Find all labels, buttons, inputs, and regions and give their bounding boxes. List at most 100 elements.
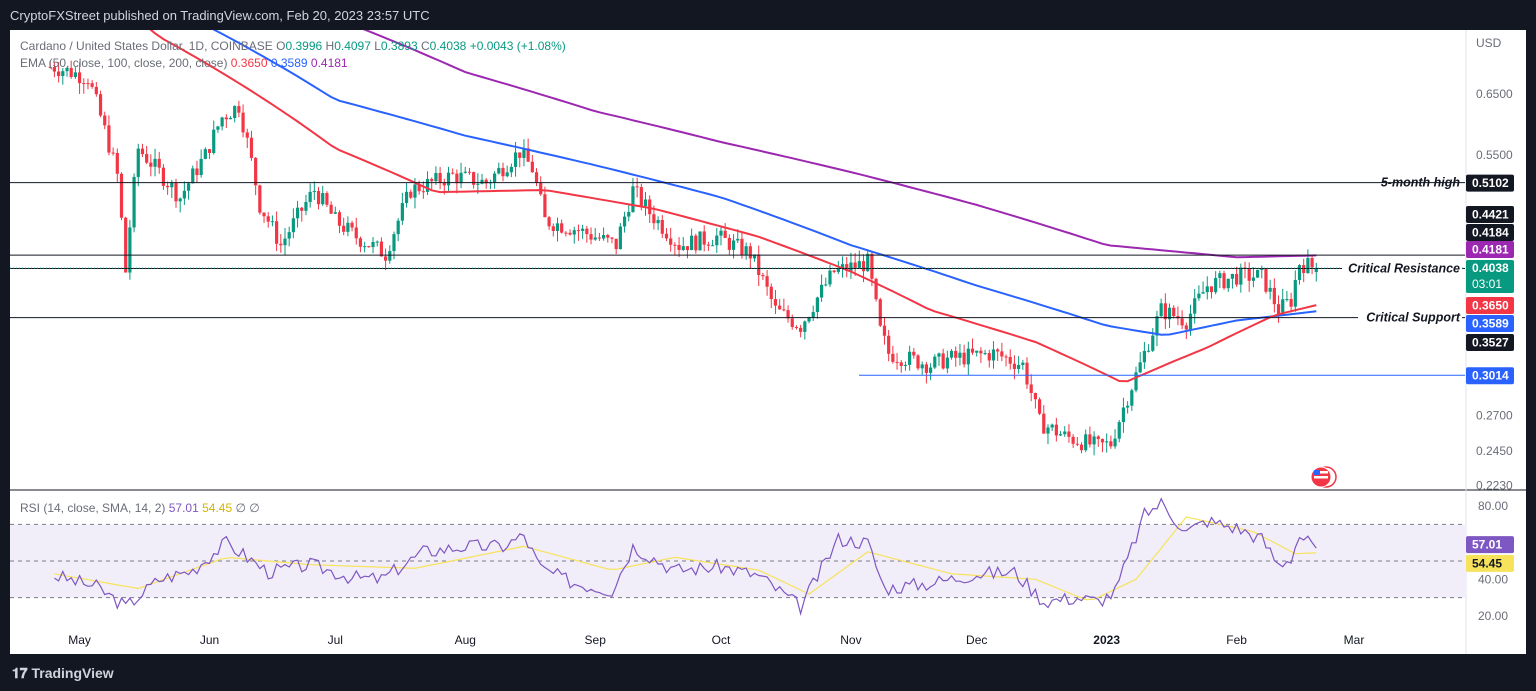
- axis-label-ema50-box: [1466, 297, 1514, 314]
- candle-body: [908, 351, 912, 365]
- candle-body: [1180, 318, 1184, 326]
- candle-body: [300, 207, 304, 211]
- x-tick-label: Oct: [712, 633, 731, 647]
- candle-body: [945, 357, 949, 369]
- candle-body: [1142, 350, 1146, 363]
- candle-body: [446, 172, 451, 186]
- candle-body: [86, 83, 90, 85]
- candle-body: [962, 352, 966, 365]
- candle-body: [1000, 351, 1004, 357]
- rsi-tick-label: 40.00: [1478, 572, 1508, 586]
- axis-label-rsi-sma-box: [1466, 554, 1514, 572]
- candle-body: [518, 152, 522, 158]
- rsi-lines: [54, 497, 1317, 617]
- candle-body: [958, 352, 962, 358]
- candle-body: [392, 234, 396, 252]
- candle-body: [1285, 299, 1289, 301]
- candle-body: [748, 246, 752, 259]
- candle-body: [1079, 444, 1084, 451]
- candle-body: [1214, 278, 1218, 293]
- candle-body: [916, 355, 920, 369]
- candle-body: [887, 335, 891, 354]
- chart-frame[interactable]: 80.00 40.00 20.00 May Jun Jul Aug Sep Oct Nov Dec 2…: [10, 30, 1526, 654]
- candle-body: [1302, 265, 1306, 274]
- candle-body: [484, 179, 488, 184]
- candle-body: [941, 353, 945, 369]
- candle-body: [270, 221, 275, 223]
- rsi-label: RSI (14, close, SMA, 14, 2): [20, 501, 166, 515]
- price-chart[interactable]: 80.00 40.00 20.00 May Jun Jul Aug Sep Oct Nov Dec 2…: [10, 30, 1526, 654]
- candle-body: [1197, 293, 1201, 299]
- candle-body: [891, 353, 895, 362]
- candle-body: [975, 350, 979, 353]
- candle-body: [425, 178, 430, 192]
- candle-body: [1109, 441, 1113, 447]
- candle-body: [1159, 303, 1163, 317]
- candle-body: [212, 129, 216, 154]
- candle-body: [333, 212, 337, 214]
- candle-body: [983, 353, 987, 355]
- candle-body: [1268, 287, 1272, 292]
- tradingview-logo[interactable]: ⁠𝟏𝟕 TradingView: [12, 665, 114, 682]
- x-tick-label: Nov: [840, 633, 861, 647]
- candle-body: [216, 126, 220, 130]
- publisher-caption: CryptoFXStreet published on TradingView.…: [10, 8, 430, 23]
- candle-body: [182, 190, 186, 199]
- candle-body: [266, 216, 270, 222]
- candle-body: [463, 171, 467, 173]
- candle-body: [740, 238, 744, 256]
- candle-body: [404, 191, 409, 204]
- x-tick-label: Dec: [966, 633, 987, 647]
- candle-body: [685, 246, 690, 251]
- candle-body: [77, 72, 82, 84]
- candle-body: [1054, 424, 1058, 436]
- candle-body: [903, 364, 908, 366]
- label-5-month-high: 5-month high: [1381, 176, 1461, 190]
- candle-body: [752, 254, 757, 259]
- ema200-line: [362, 30, 1317, 259]
- candle-body: [1042, 413, 1046, 434]
- candle-body: [1029, 384, 1033, 394]
- rsi-sma-line: [54, 516, 1317, 601]
- x-tick-label: Aug: [455, 633, 476, 647]
- candle-body: [258, 185, 262, 213]
- candle-body: [744, 246, 748, 256]
- candle-body: [1037, 399, 1042, 414]
- candle-body: [924, 364, 928, 373]
- candle-body: [480, 179, 484, 184]
- candle-body: [329, 204, 333, 214]
- candle-body: [111, 152, 115, 154]
- rsi-tick-label: 20.00: [1478, 609, 1508, 623]
- candle-body: [505, 172, 509, 177]
- candle-body: [664, 233, 669, 239]
- flag-stripe: [1314, 471, 1328, 474]
- candle-body: [991, 349, 996, 361]
- candle-body: [358, 238, 363, 247]
- candle-body: [576, 230, 581, 232]
- candle-body: [1235, 273, 1239, 285]
- rsi-value: 57.01: [168, 501, 199, 515]
- axis-label-0-4184: 0.4184: [1472, 226, 1509, 240]
- candle-body: [1113, 438, 1117, 447]
- tv-logo-icon: ⁠𝟏𝟕: [12, 665, 32, 681]
- candle-body: [61, 71, 65, 76]
- candle-body: [337, 212, 342, 226]
- y-tick-label: 0.2450: [1476, 444, 1513, 458]
- candle-body: [224, 117, 228, 120]
- axis-label-ema200: 0.4181: [1472, 243, 1509, 257]
- label-bg-resistance: [1342, 259, 1462, 276]
- candle-body: [610, 237, 614, 239]
- candle-body: [1096, 436, 1100, 440]
- candle-body: [731, 240, 736, 250]
- ema100-line: [212, 30, 1317, 336]
- candle-body: [1105, 441, 1109, 443]
- candle-body: [966, 348, 970, 365]
- candle-body: [1025, 362, 1029, 385]
- candle-body: [279, 243, 283, 246]
- candle-body: [1146, 350, 1151, 352]
- candle-body: [149, 162, 153, 167]
- candle-body: [643, 199, 648, 207]
- candle-body: [1138, 362, 1142, 373]
- candle-body: [845, 264, 849, 271]
- axis-label-ema200-box: [1466, 241, 1514, 258]
